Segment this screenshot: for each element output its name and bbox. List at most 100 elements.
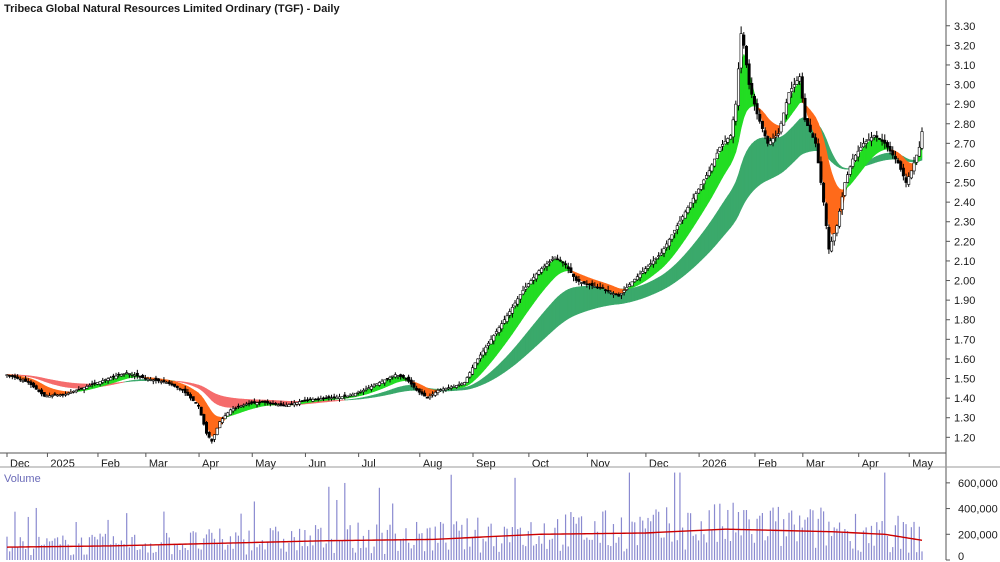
- long-ribbon-segment: [73, 382, 77, 389]
- candle: [220, 416, 224, 425]
- long-ribbon-segment: [530, 323, 534, 352]
- short-ribbon-segment: [195, 390, 199, 405]
- candle: [178, 387, 182, 392]
- volume-ma-line: [6, 528, 923, 548]
- long-ribbon-segment: [464, 386, 468, 391]
- candle-body: [98, 381, 102, 385]
- candle-body: [165, 382, 169, 384]
- long-ribbon-segment: [802, 117, 806, 155]
- candle: [42, 392, 46, 398]
- candle: [356, 390, 360, 396]
- candle-body: [409, 379, 413, 385]
- long-ribbon-segment: [881, 153, 886, 161]
- candle-body: [779, 122, 783, 133]
- long-ribbon-segment: [379, 392, 383, 397]
- month-label: Apr: [862, 458, 879, 470]
- candle: [87, 383, 91, 388]
- candle-body: [375, 383, 379, 386]
- short-ribbon-segment: [828, 162, 832, 235]
- candle: [157, 378, 161, 384]
- candle: [513, 300, 517, 309]
- long-ribbon-segment: [594, 285, 598, 309]
- candle: [77, 386, 81, 391]
- candle-body: [393, 374, 397, 378]
- candle-body: [611, 293, 615, 295]
- long-ribbon-segment: [637, 285, 641, 301]
- long-ribbon-segment: [629, 287, 633, 303]
- candle: [335, 394, 339, 400]
- candle: [776, 128, 780, 138]
- candle: [721, 139, 725, 151]
- candle: [135, 369, 139, 379]
- candle: [627, 282, 631, 288]
- candle-body: [220, 418, 224, 423]
- candle-body: [521, 290, 525, 295]
- candle-body: [95, 382, 99, 385]
- long-ribbon-segment: [525, 330, 529, 357]
- candle-body: [415, 387, 419, 391]
- candle: [526, 282, 530, 288]
- candle: [651, 256, 655, 268]
- price-tick-label: 2.70: [954, 138, 975, 150]
- long-ribbon-segment: [190, 382, 194, 387]
- long-ribbon-segment: [879, 153, 883, 162]
- candle: [848, 165, 852, 177]
- candle: [877, 137, 881, 141]
- long-ribbon-segment: [671, 264, 675, 285]
- candle: [361, 388, 365, 395]
- long-ribbon-segment: [836, 161, 840, 169]
- candle-body: [234, 407, 238, 410]
- candle-body: [500, 323, 504, 330]
- candle-body: [883, 139, 887, 144]
- candle-body: [561, 261, 565, 264]
- candle-body: [367, 387, 371, 389]
- price-tick-label: 1.60: [954, 354, 975, 366]
- candle-body: [734, 103, 738, 122]
- candle: [226, 411, 230, 417]
- candle: [40, 388, 44, 397]
- candle: [468, 371, 472, 379]
- candle-body: [901, 167, 905, 177]
- candle: [827, 224, 831, 254]
- candle-body: [811, 133, 815, 138]
- candle: [548, 259, 552, 267]
- long-ribbon-segment: [695, 237, 699, 266]
- candle-body: [271, 402, 275, 405]
- candle: [731, 116, 735, 144]
- long-ribbon-segment: [778, 136, 782, 176]
- candle-body: [518, 294, 522, 300]
- candle-body: [401, 375, 405, 378]
- candle-body: [460, 383, 464, 386]
- long-ribbon-segment: [113, 382, 117, 385]
- long-ribbon-segment: [831, 152, 835, 165]
- long-ribbon-segment: [472, 382, 476, 389]
- long-ribbon-segment: [482, 375, 487, 385]
- long-ribbon-segment: [541, 311, 545, 342]
- candle: [114, 372, 118, 380]
- candle: [795, 76, 799, 85]
- candle: [327, 394, 331, 401]
- candle-body: [585, 283, 589, 286]
- candle: [840, 192, 844, 215]
- candle-body: [646, 265, 650, 269]
- candle: [101, 377, 105, 385]
- candle-body: [111, 375, 115, 378]
- candle-body: [455, 385, 459, 388]
- long-ribbon-segment: [639, 284, 644, 300]
- candle-body: [715, 152, 719, 159]
- long-ribbon-segment: [762, 137, 766, 184]
- candle: [455, 384, 459, 389]
- candle: [162, 377, 166, 384]
- candle: [154, 375, 158, 384]
- candle-body: [117, 373, 121, 376]
- long-ribbon-segment: [791, 124, 795, 165]
- long-ribbon-segment: [206, 388, 210, 399]
- candle-body: [420, 391, 424, 395]
- candle-body: [407, 376, 411, 382]
- price-tick-label: 3.10: [954, 60, 975, 72]
- month-label: Nov: [590, 458, 610, 470]
- month-label: Feb: [101, 458, 120, 470]
- candle-body: [649, 263, 653, 265]
- candle-body: [832, 233, 836, 242]
